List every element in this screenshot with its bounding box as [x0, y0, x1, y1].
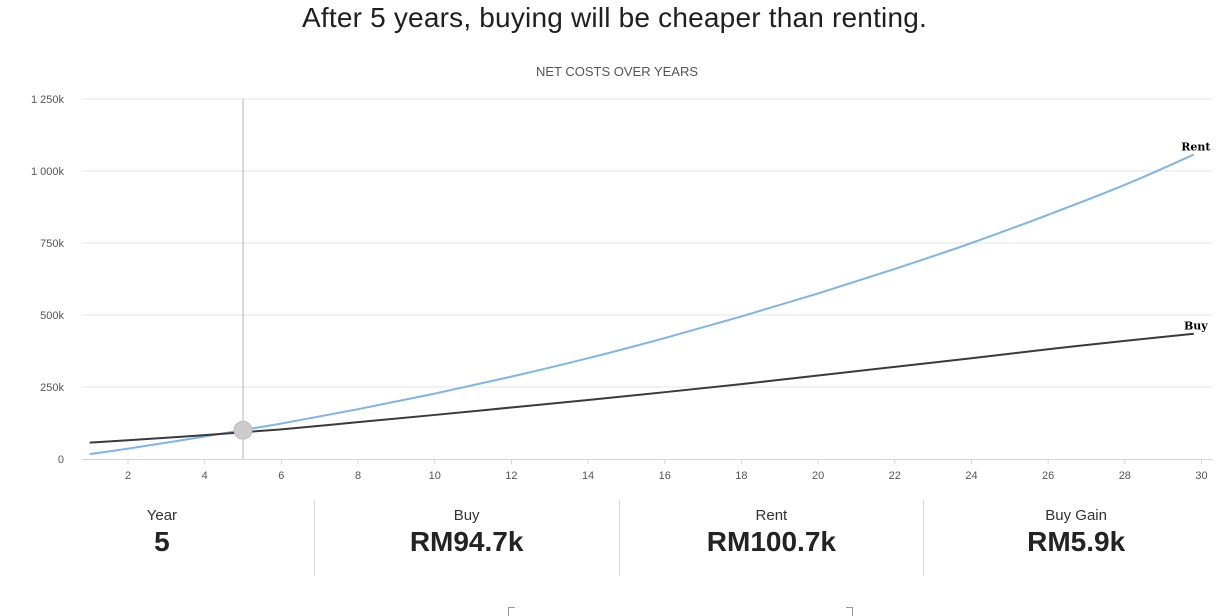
x-tick-label: 24 — [965, 470, 977, 482]
x-tick-label: 10 — [429, 470, 441, 482]
grid-lines — [82, 98, 1213, 388]
x-tick-label: 14 — [582, 470, 594, 482]
y-tick-label: 250k — [40, 382, 64, 394]
x-tick-label: 6 — [278, 470, 284, 482]
stat-year: Year 5 — [10, 500, 315, 576]
x-axis: 2 4 6 8 10 12 14 16 18 20 22 24 26 28 30 — [82, 459, 1213, 482]
y-tick-label: 1 250k — [31, 94, 65, 106]
y-tick-label: 1 000k — [31, 166, 65, 178]
stat-label: Buy Gain — [1045, 507, 1107, 524]
x-tick-label: 2 — [125, 470, 131, 482]
series-line-rent — [89, 153, 1195, 456]
x-tick-label: 22 — [889, 470, 901, 482]
x-tick-label: 4 — [202, 470, 208, 482]
x-tick-label: 16 — [659, 470, 671, 482]
net-costs-chart[interactable]: NET COSTS OVER YEARS 0 250k 500k 750k 1 000k… — [0, 55, 1229, 490]
page-title: After 5 years, buying will be cheaper th… — [302, 2, 927, 33]
series-label-buy: Buy — [1184, 320, 1208, 333]
footer-mark-right — [846, 607, 853, 616]
chart-title: NET COSTS OVER YEARS — [536, 64, 698, 79]
stat-label: Year — [146, 507, 178, 524]
footer-mark-left — [508, 607, 515, 616]
x-tick-label: 20 — [812, 470, 824, 482]
x-tick-label: 30 — [1195, 470, 1207, 482]
x-tick-label: 28 — [1119, 470, 1131, 482]
stats-panel: Year 5 Buy RM94.7k Rent RM100.7k Buy Gai… — [10, 500, 1228, 576]
stat-label: Rent — [755, 507, 788, 524]
y-axis: 0 250k 500k 750k 1 000k 1 250k — [31, 94, 65, 466]
stat-buy-gain: Buy Gain RM5.9k — [924, 500, 1228, 576]
series-label-rent: Rent — [1181, 141, 1211, 154]
x-tick-label: 12 — [505, 470, 517, 482]
crosshair[interactable] — [233, 99, 253, 459]
series-lines: Rent Buy — [89, 141, 1211, 456]
y-tick-label: 750k — [40, 238, 64, 250]
y-tick-label: 500k — [40, 310, 64, 322]
stat-label: Buy — [453, 507, 480, 524]
stat-rent: Rent RM100.7k — [620, 500, 925, 576]
stat-value: 5 — [154, 526, 170, 557]
stat-buy: Buy RM94.7k — [315, 500, 620, 576]
stat-value: RM94.7k — [409, 526, 524, 557]
stat-value: RM100.7k — [706, 526, 836, 557]
stat-value: RM5.9k — [1027, 526, 1126, 557]
y-tick-label: 0 — [58, 454, 64, 466]
x-tick-label: 8 — [355, 470, 361, 482]
crosshair-marker[interactable] — [233, 420, 253, 440]
series-line-buy — [89, 332, 1194, 444]
x-tick-label: 18 — [735, 470, 747, 482]
x-tick-label: 26 — [1042, 470, 1054, 482]
